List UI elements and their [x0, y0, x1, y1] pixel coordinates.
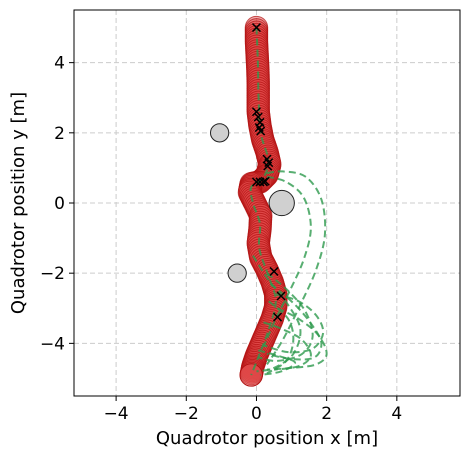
- predicted-path: [252, 255, 302, 373]
- x-marker: [276, 291, 286, 301]
- x-tick-label: 0: [251, 404, 262, 424]
- obstacle-circle: [227, 263, 247, 283]
- x-marker: [251, 107, 262, 117]
- predicted-path: [263, 293, 325, 354]
- predicted-path: [258, 272, 314, 362]
- y-axis-ticks: −4 −2 0 2 4: [40, 54, 74, 354]
- x-markers: [251, 23, 286, 322]
- predicted-path: [266, 282, 323, 361]
- predicted-path: [257, 349, 297, 376]
- x-marker: [256, 126, 266, 136]
- predicted-path: [266, 170, 327, 365]
- y-tick-label: −4: [40, 334, 65, 354]
- x-marker: [269, 266, 279, 276]
- obstacle-circle: [268, 189, 295, 217]
- x-marker: [251, 23, 262, 33]
- y-tick-label: 0: [54, 194, 65, 214]
- obstacles: [210, 123, 295, 283]
- y-tick-label: 4: [54, 54, 65, 74]
- trajectory-circle: [239, 363, 263, 387]
- y-axis-label: Quadrotor position y [m]: [8, 92, 29, 314]
- x-marker: [251, 177, 262, 187]
- x-axis-ticks: −4 −2 0 2 4: [104, 396, 402, 424]
- x-tick-label: −4: [104, 404, 129, 424]
- predicted-path: [249, 27, 277, 376]
- y-tick-label: 2: [54, 124, 65, 144]
- x-marker: [263, 161, 273, 171]
- x-marker: [272, 312, 283, 322]
- predicted-path: [266, 300, 295, 375]
- x-tick-label: −2: [174, 404, 199, 424]
- x-marker: [260, 176, 270, 186]
- predicted-path: [266, 307, 328, 371]
- y-tick-label: −2: [40, 264, 65, 284]
- x-axis-label: Quadrotor position x [m]: [156, 428, 378, 449]
- predicted-paths: [249, 27, 328, 376]
- predicted-path: [263, 321, 312, 371]
- x-tick-label: 2: [321, 404, 332, 424]
- obstacle-circle: [210, 123, 230, 143]
- x-tick-label: 4: [391, 404, 402, 424]
- x-marker: [253, 112, 263, 122]
